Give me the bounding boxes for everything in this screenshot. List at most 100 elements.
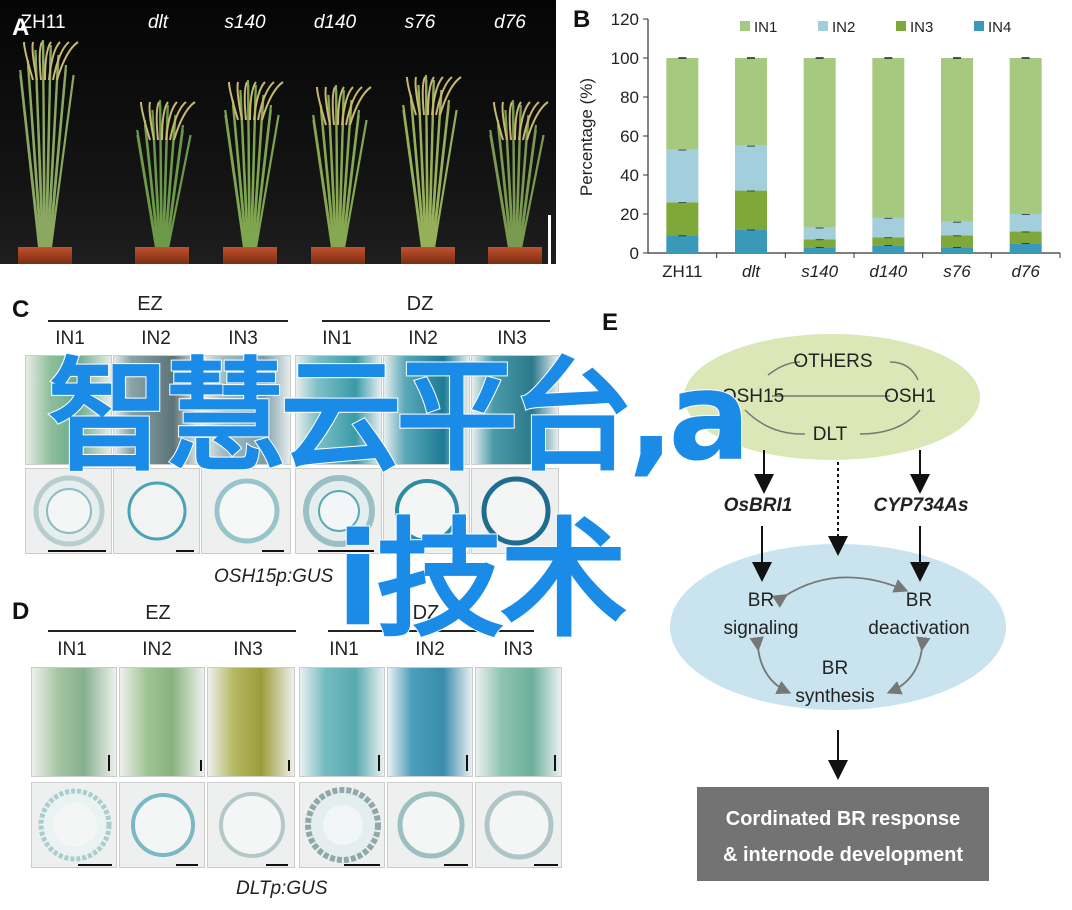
bar-in3 <box>666 202 699 236</box>
plant-4 <box>311 84 372 264</box>
x-tick-label: d140 <box>869 262 907 281</box>
panel-c-scale-bar-1 <box>48 550 106 552</box>
y-tick-label: 60 <box>620 127 639 146</box>
panel-c-scale-bar-6 <box>528 550 552 552</box>
bar-in4 <box>666 235 699 253</box>
bar-in4 <box>735 229 767 253</box>
panel-d-stem-dz-in3 <box>475 667 562 777</box>
panel-d-col-6: IN3 <box>503 639 533 660</box>
node-br-signaling-1: BR <box>747 590 775 611</box>
node-osh15: OSH15 <box>721 386 785 407</box>
y-tick-label: 0 <box>630 244 639 263</box>
node-dlt: DLT <box>812 424 848 445</box>
plant-3 <box>223 79 284 264</box>
panel-d-section-5 <box>387 782 473 868</box>
panel-d-dz-line <box>328 630 534 632</box>
node-others: OTHERS <box>793 351 873 372</box>
pot <box>311 247 365 264</box>
panel-c-section-1 <box>25 468 112 554</box>
panel-c-stem-ez-in2 <box>113 355 200 465</box>
bar-in1 <box>735 58 767 146</box>
panel-d-stem-scale-2 <box>200 760 202 771</box>
panel-d-scale-bar-6 <box>534 864 558 866</box>
panel-d-scale-bar-5 <box>444 864 468 866</box>
legend-swatch <box>740 21 750 31</box>
panel-c-dz-line <box>322 320 550 322</box>
legend-label: IN1 <box>754 19 777 36</box>
panel-d-section-1 <box>31 782 117 868</box>
bar-in2 <box>735 145 767 191</box>
panel-d-stem-scale-6 <box>554 755 556 771</box>
chart-y-axis-label: Percentage (%) <box>577 78 596 196</box>
panel-d-section-3 <box>207 782 295 868</box>
plant-label-s140: s140 <box>224 12 266 33</box>
bar-in2 <box>666 149 699 203</box>
plant-2 <box>135 99 196 264</box>
panel-d-stem-ez-in1 <box>31 667 117 777</box>
legend-label: IN4 <box>988 19 1011 36</box>
panel-letter-d: D <box>12 598 30 625</box>
panel-c-col-4: IN1 <box>322 328 352 349</box>
panel-c-stem-dz-in1 <box>295 355 382 465</box>
plant-photo-panel: ZH11 dlt s140 d140 s76 d76 <box>0 0 556 267</box>
panel-letter-b: B <box>573 6 591 33</box>
panel-c-ez-line <box>48 320 288 322</box>
panel-d-section-4 <box>299 782 385 868</box>
panel-c-scale-bar-3 <box>262 550 284 552</box>
node-br-deactivation-1: BR <box>905 590 933 611</box>
plant-5 <box>401 74 462 264</box>
pot <box>135 247 189 264</box>
bar-in2 <box>1009 214 1042 232</box>
panel-d-scale-bar-1 <box>78 864 112 866</box>
y-tick-label: 100 <box>611 49 639 68</box>
signaling-diagram <box>670 334 1006 780</box>
bar-in2 <box>941 221 973 236</box>
panel-d-scale-bar-3 <box>266 864 288 866</box>
outcome-box: Cordinated BR response & internode devel… <box>697 787 989 881</box>
panel-c-col-1: IN1 <box>55 328 85 349</box>
bar-in3 <box>1009 231 1042 244</box>
panel-d-stem-scale-4 <box>378 755 380 771</box>
y-tick-label: 40 <box>620 166 639 185</box>
x-tick-label: s140 <box>801 262 838 281</box>
panel-letter-e: E <box>602 309 619 336</box>
panel-c-section-2 <box>113 468 200 554</box>
plant-label-dlt: dlt <box>147 12 169 33</box>
legend-label: IN3 <box>910 19 933 36</box>
node-br-signaling-2: signaling <box>723 618 799 639</box>
panel-d-col-1: IN1 <box>57 639 87 660</box>
x-tick-label: ZH11 <box>662 262 702 281</box>
panel-c-section-4 <box>295 468 382 554</box>
panel-c-scale-bar-4 <box>318 550 374 552</box>
scale-bar <box>548 215 551 267</box>
node-br-synthesis-2: synthesis <box>795 686 875 707</box>
stacked-bar-chart: 0 20 40 60 80 100 120 ZH11 dlt s140 d140 s76 d76 IN1… <box>577 10 1061 281</box>
panel-c-stem-dz-in2 <box>383 355 470 465</box>
legend-label: IN2 <box>832 19 855 36</box>
node-osh1: OSH1 <box>884 386 936 407</box>
panel-d-group-dz: DZ <box>412 602 440 624</box>
panel-d-group-ez: EZ <box>145 602 171 624</box>
panel-c-col-2: IN2 <box>141 328 171 349</box>
panel-c-stem-ez-in3 <box>201 355 291 465</box>
panel-c-section-6 <box>471 468 559 554</box>
outcome-line-1: Cordinated BR response <box>725 808 961 830</box>
plant-label-d76: d76 <box>494 12 526 33</box>
plant-label-d140: d140 <box>313 12 357 33</box>
panel-d-stem-ez-in3 <box>207 667 295 777</box>
panel-d-col-5: IN2 <box>415 639 445 660</box>
panel-d-caption: DLTp:GUS <box>236 878 328 899</box>
panel-c-caption: OSH15p:GUS <box>214 566 334 587</box>
pot <box>223 247 277 264</box>
panel-c-col-6: IN3 <box>497 328 527 349</box>
panel-d-stem-scale-5 <box>466 755 468 771</box>
panel-c-section-5 <box>383 468 470 554</box>
bar-in4 <box>803 247 836 253</box>
watermark-line-2: i技术 <box>335 505 629 656</box>
plant-illustrations <box>18 39 549 264</box>
node-osbri1: OsBRI1 <box>723 495 793 516</box>
y-tick-label: 80 <box>620 88 639 107</box>
x-tick-label: d76 <box>1011 262 1040 281</box>
panel-d-col-3: IN3 <box>233 639 263 660</box>
x-tick-label: dlt <box>742 262 761 281</box>
